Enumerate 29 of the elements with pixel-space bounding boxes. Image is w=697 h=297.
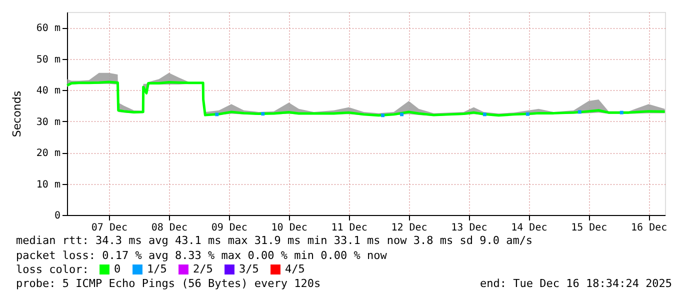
text: end: Tue Dec 16 18:34:24 2025	[480, 277, 672, 290]
x-tick-label: 11 Dec	[331, 222, 368, 234]
legend-label: 1/5	[147, 262, 167, 276]
legend-label: 3/5	[239, 262, 259, 276]
x-tick-label: 14 Dec	[511, 222, 548, 234]
y-tick-label: 10 m	[36, 179, 60, 190]
x-tick-label: 16 Dec	[631, 222, 668, 234]
x-tick-label: 07 Dec	[91, 222, 128, 234]
y-tick-label: 50 m	[36, 54, 60, 66]
y-tick-label: 60 m	[36, 23, 60, 34]
x-tick-label: 15 Dec	[571, 222, 608, 234]
y-axis-title: Seconds	[10, 90, 24, 138]
legend-label: 0	[114, 262, 121, 276]
y-tick-label: 0	[54, 210, 60, 222]
line-series	[66, 80, 666, 117]
x-tick-label: 08 Dec	[151, 222, 188, 234]
x-tick-label: 10 Dec	[271, 222, 308, 234]
x-tick-label: 09 Dec	[211, 222, 248, 234]
legend-label: 2/5	[193, 262, 213, 276]
x-tick-label: 13 Dec	[451, 222, 488, 234]
text: median rtt: 34.3 ms avg 43.1 ms max 31.9 ms min 33.1 ms now 3.8 ms sd 9.0 am/s	[16, 234, 533, 247]
text: probe: 5 ICMP Echo Pings (56 Bytes) every 120s	[16, 277, 321, 290]
x-tick-label: 12 Dec	[391, 222, 428, 234]
y-tick-label: 30 m	[36, 116, 60, 128]
legend-title: loss color:	[16, 263, 89, 276]
legend-label: 4/5	[285, 262, 305, 276]
text: packet loss: 0.17 % avg 8.33 % max 0.00 % min 0.00 % now	[16, 249, 388, 262]
y-tick-label: 40 m	[36, 86, 60, 97]
y-tick-label: 20 m	[36, 148, 60, 160]
